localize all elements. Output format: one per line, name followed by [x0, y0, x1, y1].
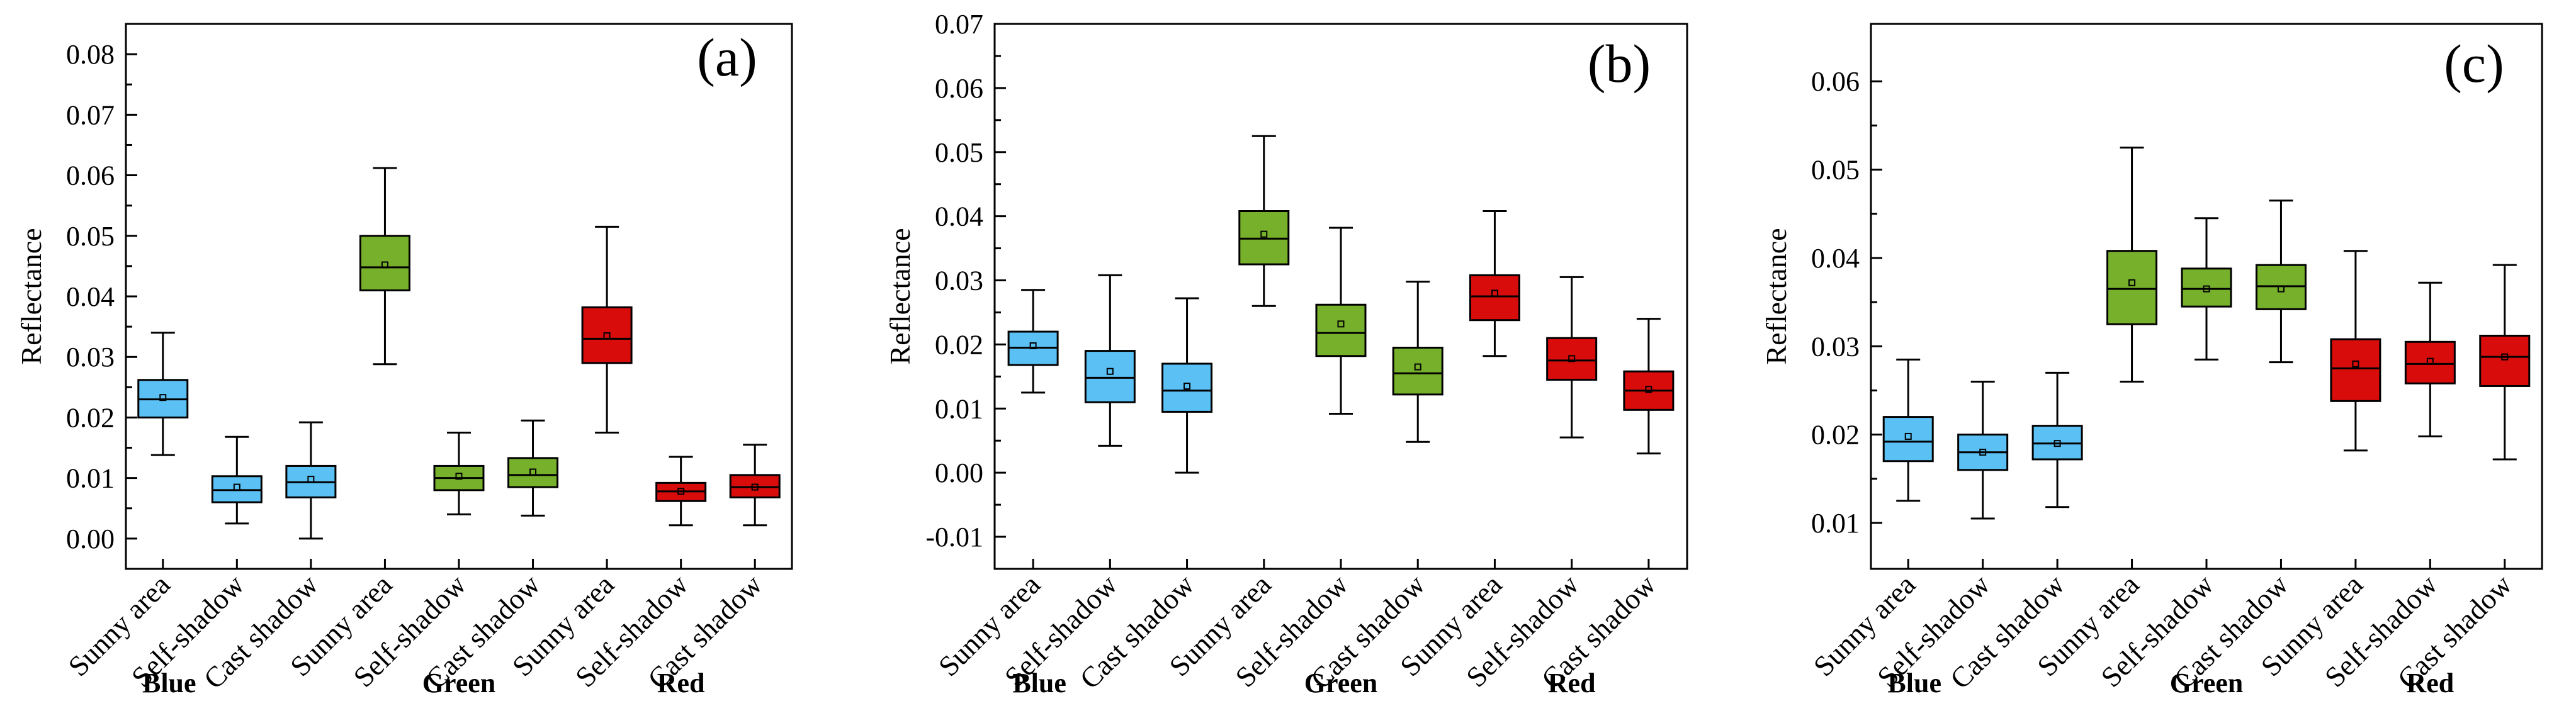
mean-marker	[1183, 383, 1191, 390]
mean-marker	[1337, 320, 1345, 328]
mean-marker	[455, 473, 463, 480]
iqr-box	[1469, 274, 1520, 322]
iqr-box	[1238, 210, 1290, 266]
mean-marker	[1260, 230, 1268, 238]
y-tick-label: 0.06	[935, 73, 983, 104]
y-tick-label: 0.07	[66, 99, 115, 130]
y-tick-label: 0.04	[935, 201, 983, 232]
mean-marker	[1645, 386, 1652, 393]
iqr-box	[507, 457, 559, 488]
mean-marker	[1568, 355, 1576, 362]
mean-marker	[2277, 285, 2285, 293]
group-label-red: Red	[2406, 668, 2454, 698]
y-tick-label: 0.00	[935, 457, 983, 488]
chart-panel-b: -0.01 0.00 0.01 0.02 0.03 0.04 0.05 0.06 0.07 Ref…	[884, 9, 1688, 698]
y-tick-label: 0.06	[1811, 66, 1860, 97]
y-tick-label: 0.02	[66, 402, 115, 433]
iqr-box	[1392, 347, 1443, 396]
mean-marker	[2352, 360, 2359, 367]
mean-marker	[233, 483, 240, 491]
y-axis-title: Reflectance	[1760, 228, 1792, 364]
y-tick-label: 0.08	[66, 39, 115, 70]
mean-marker	[307, 476, 315, 483]
mean-marker	[2501, 353, 2509, 361]
mean-marker	[1491, 289, 1498, 297]
y-tick-label: 0.03	[1811, 331, 1860, 362]
y-tick-label: 0.05	[1811, 155, 1860, 186]
group-label-green: Green	[1304, 668, 1378, 698]
mean-marker	[751, 483, 759, 491]
y-tick-label: -0.01	[925, 522, 983, 553]
mean-marker	[2203, 285, 2210, 293]
y-tick-label: 0.03	[935, 266, 983, 296]
iqr-box	[1161, 362, 1213, 413]
mean-marker	[2128, 279, 2136, 286]
chart-panel-a: 0.00 0.01 0.02 0.03 0.04 0.05 0.06 0.07 0.08 Refl…	[15, 23, 793, 698]
iqr-box	[581, 306, 633, 364]
group-label-green: Green	[422, 668, 496, 698]
mean-marker	[1029, 342, 1037, 349]
iqr-box	[1315, 303, 1367, 357]
group-label-blue: Blue	[1012, 668, 1066, 698]
box-red-cast-shadow: Cast shadow	[2391, 264, 2531, 695]
y-tick-label: 0.02	[1811, 420, 1860, 451]
group-label-blue: Blue	[142, 668, 196, 698]
y-tick-label: 0.02	[935, 329, 983, 360]
y-tick-label: 0.01	[1811, 508, 1860, 539]
iqr-box	[1084, 350, 1136, 403]
mean-marker	[1106, 367, 1114, 375]
y-tick-label: 0.04	[1811, 243, 1860, 274]
y-tick-label: 0.07	[935, 9, 983, 40]
y-tick-label: 0.00	[66, 524, 115, 554]
iqr-box	[359, 235, 410, 291]
box-red-sunny-area: Sunny area	[506, 225, 633, 682]
mean-marker	[2426, 357, 2434, 365]
mean-marker	[1414, 363, 1421, 371]
mean-marker	[677, 488, 685, 495]
iqr-box	[2106, 250, 2158, 325]
mean-marker	[381, 261, 388, 269]
y-axis-title: Reflectance	[884, 228, 916, 364]
panel-label: (b)	[1588, 33, 1651, 94]
iqr-box	[2404, 340, 2456, 384]
group-label-green: Green	[2170, 668, 2244, 698]
box-green-self-shadow: Self-shadow	[1229, 227, 1367, 693]
panel-label: (c)	[2444, 33, 2504, 94]
group-label-red: Red	[657, 668, 705, 698]
mean-marker	[1979, 449, 1987, 456]
y-tick-label: 0.05	[935, 137, 983, 168]
y-tick-label: 0.05	[66, 221, 115, 252]
panel-label: (a)	[697, 27, 757, 87]
iqr-box	[2181, 267, 2232, 308]
mean-marker	[159, 394, 167, 401]
group-label-red: Red	[1548, 668, 1596, 698]
group-label-blue: Blue	[1887, 668, 1941, 698]
iqr-box	[2479, 334, 2531, 387]
y-tick-label: 0.03	[66, 342, 115, 373]
mean-marker	[2053, 440, 2061, 447]
y-tick-label: 0.01	[935, 393, 983, 424]
iqr-box	[1546, 337, 1598, 381]
y-tick-label: 0.06	[66, 160, 115, 191]
y-tick-label: 0.04	[66, 281, 115, 312]
y-axis-title: Reflectance	[15, 228, 47, 364]
mean-marker	[603, 332, 611, 340]
y-tick-label: 0.01	[66, 463, 115, 494]
mean-marker	[529, 468, 537, 476]
iqr-box	[2330, 338, 2381, 402]
chart-panel-c: 0.01 0.02 0.03 0.04 0.05 0.06 Reflectance (c) Su…	[1760, 23, 2543, 698]
mean-marker	[1904, 432, 1912, 440]
box-red-sunny-area: Sunny area	[2254, 250, 2381, 682]
